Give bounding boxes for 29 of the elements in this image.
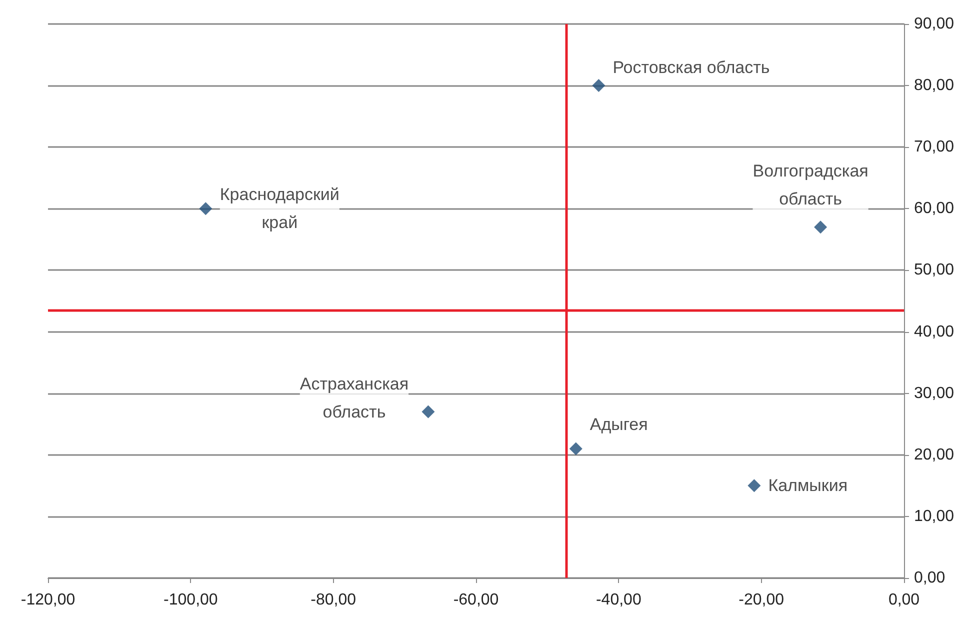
annotation: Адыгея xyxy=(590,415,648,434)
y-tick-label: 50,00 xyxy=(914,262,954,279)
y-tick-label: 10,00 xyxy=(914,508,954,525)
y-tick-label: 90,00 xyxy=(914,16,954,32)
y-tick-label: 20,00 xyxy=(914,446,954,464)
x-tick-label: -100,00 xyxy=(164,592,218,608)
point xyxy=(592,79,606,92)
annotation: Калмыкия xyxy=(768,476,848,496)
y-tick-label: 40,00 xyxy=(914,323,954,340)
annotation: Ростовская область xyxy=(612,58,770,78)
x-tick-label: 0,00 xyxy=(888,592,920,608)
y-tick-label: 60,00 xyxy=(914,200,954,218)
point xyxy=(422,405,435,418)
y-tick-label: 80,00 xyxy=(914,77,954,94)
x-tick-label: -60,00 xyxy=(453,592,499,608)
x-tick-label: -120,00 xyxy=(20,592,76,608)
annotation: Краснодарский край xyxy=(220,185,340,232)
x-tick-label: -80,00 xyxy=(310,592,356,608)
point xyxy=(569,442,582,456)
x-tick-label: -20,00 xyxy=(738,592,784,608)
annotation: Волгоградская область xyxy=(752,162,868,209)
point xyxy=(748,479,761,492)
point xyxy=(814,220,828,234)
annotation: Астраханская область xyxy=(300,374,409,422)
x-tick-label: -40,00 xyxy=(596,592,642,608)
y-tick-label: 0,00 xyxy=(914,570,946,586)
point xyxy=(199,202,212,216)
y-tick-label: 30,00 xyxy=(914,384,954,402)
y-tick-label: 70,00 xyxy=(914,138,954,156)
